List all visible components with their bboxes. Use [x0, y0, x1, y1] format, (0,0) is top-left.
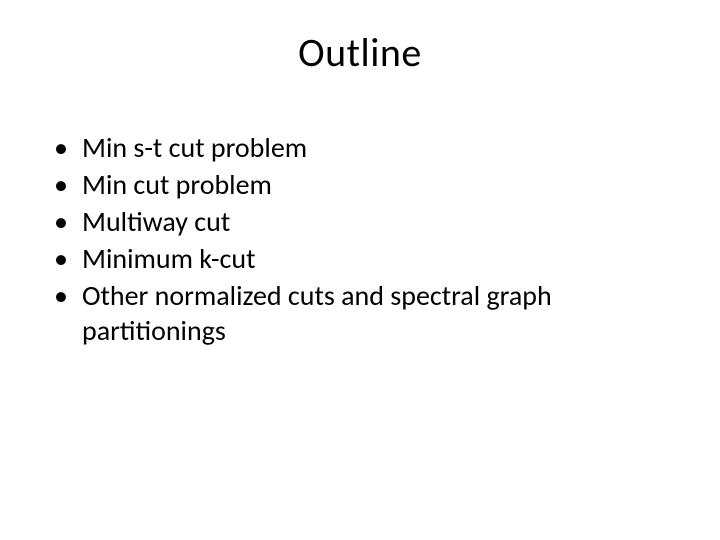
list-item: Other normalized cuts and spectral graph…	[48, 278, 672, 348]
bullet-list: Min s-t cut problem Min cut problem Mult…	[48, 130, 672, 348]
list-item: Min cut problem	[48, 167, 672, 202]
slide: Outline Min s-t cut problem Min cut prob…	[0, 0, 720, 540]
slide-title: Outline	[0, 0, 720, 77]
list-item: Minimum k-cut	[48, 241, 672, 276]
list-item: Min s-t cut problem	[48, 130, 672, 165]
slide-body: Min s-t cut problem Min cut problem Mult…	[48, 130, 672, 350]
list-item: Multiway cut	[48, 204, 672, 239]
